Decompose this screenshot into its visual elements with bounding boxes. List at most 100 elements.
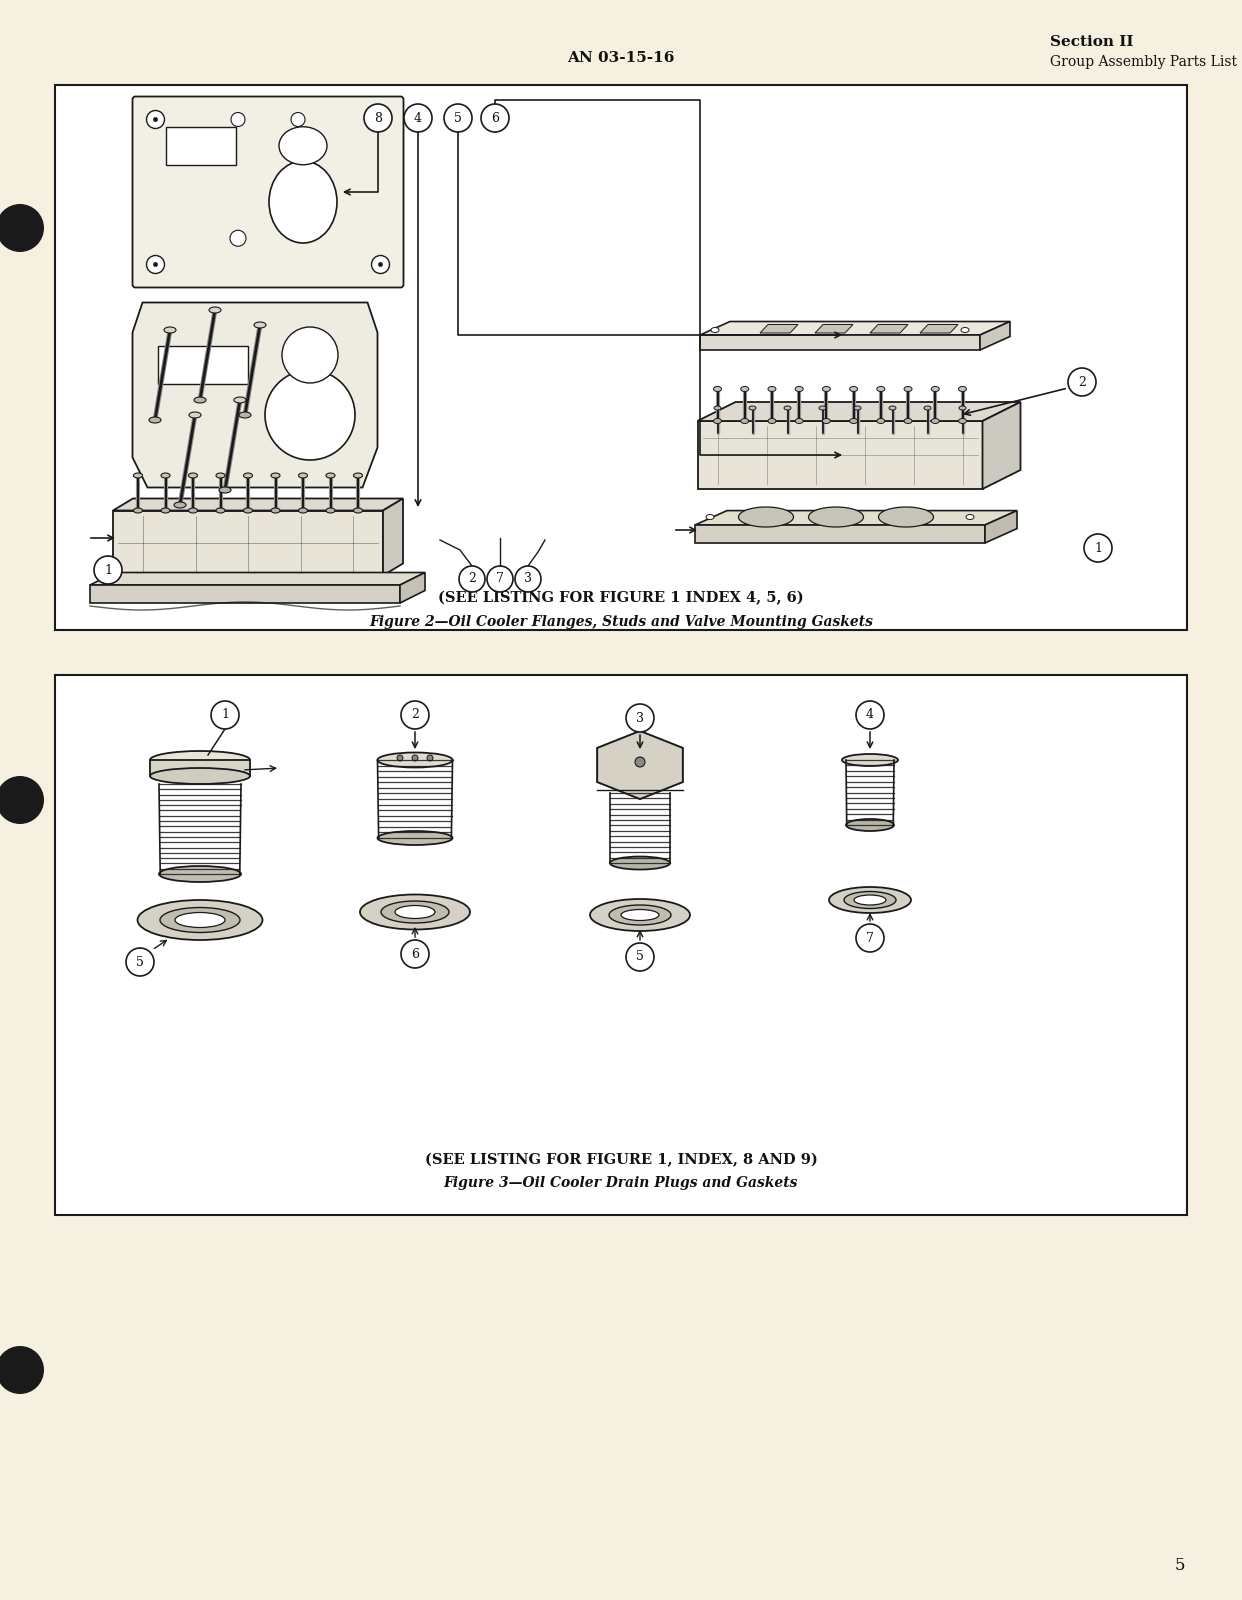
Text: Figure 3—Oil Cooler Drain Plugs and Gaskets: Figure 3—Oil Cooler Drain Plugs and Gask… <box>443 1176 799 1190</box>
FancyBboxPatch shape <box>55 85 1187 630</box>
Ellipse shape <box>216 509 225 514</box>
Ellipse shape <box>710 328 719 333</box>
Ellipse shape <box>854 894 886 906</box>
Text: Group Assembly Parts List: Group Assembly Parts List <box>1049 54 1237 69</box>
Ellipse shape <box>959 387 966 392</box>
Circle shape <box>265 370 355 461</box>
Circle shape <box>635 757 645 766</box>
Circle shape <box>125 947 154 976</box>
Text: (SEE LISTING FOR FIGURE 1, INDEX, 8 AND 9): (SEE LISTING FOR FIGURE 1, INDEX, 8 AND … <box>425 1154 817 1166</box>
Ellipse shape <box>739 507 794 526</box>
Text: (SEE LISTING FOR FIGURE 1 INDEX 4, 5, 6): (SEE LISTING FOR FIGURE 1 INDEX 4, 5, 6) <box>438 590 804 605</box>
Ellipse shape <box>740 419 749 424</box>
Circle shape <box>379 117 383 122</box>
Text: AN 03-15-16: AN 03-15-16 <box>568 51 674 66</box>
Circle shape <box>371 256 390 274</box>
Text: 1: 1 <box>221 709 229 722</box>
Text: 4: 4 <box>866 709 874 722</box>
Circle shape <box>481 104 509 133</box>
Circle shape <box>282 326 338 382</box>
Ellipse shape <box>610 856 669 869</box>
Polygon shape <box>383 499 402 576</box>
Ellipse shape <box>878 507 934 526</box>
Ellipse shape <box>133 474 143 478</box>
Ellipse shape <box>138 899 262 939</box>
Ellipse shape <box>842 754 898 766</box>
Ellipse shape <box>889 406 895 410</box>
Text: 1: 1 <box>104 563 112 576</box>
Ellipse shape <box>768 419 776 424</box>
Ellipse shape <box>795 387 804 392</box>
Circle shape <box>404 104 432 133</box>
Polygon shape <box>980 322 1010 350</box>
Circle shape <box>412 755 419 762</box>
Circle shape <box>94 557 122 584</box>
Ellipse shape <box>255 322 266 328</box>
Ellipse shape <box>850 419 858 424</box>
Ellipse shape <box>795 419 804 424</box>
Polygon shape <box>89 573 425 586</box>
Text: 7: 7 <box>496 573 504 586</box>
Polygon shape <box>597 731 683 798</box>
Ellipse shape <box>924 406 932 410</box>
Ellipse shape <box>822 419 831 424</box>
Ellipse shape <box>279 126 327 165</box>
Ellipse shape <box>845 891 895 909</box>
Ellipse shape <box>877 419 884 424</box>
Circle shape <box>0 1346 43 1394</box>
Circle shape <box>147 110 164 128</box>
Circle shape <box>427 755 433 762</box>
Circle shape <box>487 566 513 592</box>
Ellipse shape <box>749 406 756 410</box>
Ellipse shape <box>270 162 337 243</box>
Text: 7: 7 <box>866 931 874 944</box>
Text: 5: 5 <box>137 955 144 968</box>
Ellipse shape <box>150 750 250 770</box>
Ellipse shape <box>932 419 939 424</box>
Circle shape <box>230 230 246 246</box>
Text: 1: 1 <box>1094 541 1102 555</box>
Ellipse shape <box>381 901 450 923</box>
Ellipse shape <box>325 509 335 514</box>
FancyBboxPatch shape <box>158 346 247 384</box>
Ellipse shape <box>740 387 749 392</box>
Circle shape <box>291 112 306 126</box>
Ellipse shape <box>175 912 225 928</box>
Ellipse shape <box>160 907 240 933</box>
Polygon shape <box>985 510 1017 542</box>
Polygon shape <box>700 322 1010 334</box>
Ellipse shape <box>243 474 252 478</box>
Circle shape <box>154 117 158 122</box>
Circle shape <box>626 704 655 733</box>
Circle shape <box>0 203 43 251</box>
Ellipse shape <box>233 397 246 403</box>
Ellipse shape <box>216 474 225 478</box>
Ellipse shape <box>354 509 363 514</box>
Ellipse shape <box>959 406 966 410</box>
PathPatch shape <box>133 302 378 488</box>
Ellipse shape <box>959 419 966 424</box>
Circle shape <box>443 104 472 133</box>
Polygon shape <box>982 402 1021 490</box>
Circle shape <box>154 262 158 267</box>
FancyBboxPatch shape <box>165 126 236 165</box>
Text: 2: 2 <box>1078 376 1086 389</box>
Ellipse shape <box>609 906 671 925</box>
Text: 3: 3 <box>524 573 532 586</box>
Ellipse shape <box>822 387 831 392</box>
Text: 3: 3 <box>636 712 645 725</box>
Circle shape <box>371 110 390 128</box>
Ellipse shape <box>621 909 660 920</box>
Polygon shape <box>700 334 980 350</box>
Polygon shape <box>760 325 799 333</box>
Circle shape <box>0 776 43 824</box>
FancyBboxPatch shape <box>133 96 404 288</box>
Polygon shape <box>113 510 383 576</box>
Ellipse shape <box>828 886 910 914</box>
Text: 5: 5 <box>455 112 462 125</box>
Circle shape <box>1084 534 1112 562</box>
Ellipse shape <box>271 474 279 478</box>
Ellipse shape <box>705 515 714 520</box>
Circle shape <box>626 942 655 971</box>
Ellipse shape <box>194 397 206 403</box>
